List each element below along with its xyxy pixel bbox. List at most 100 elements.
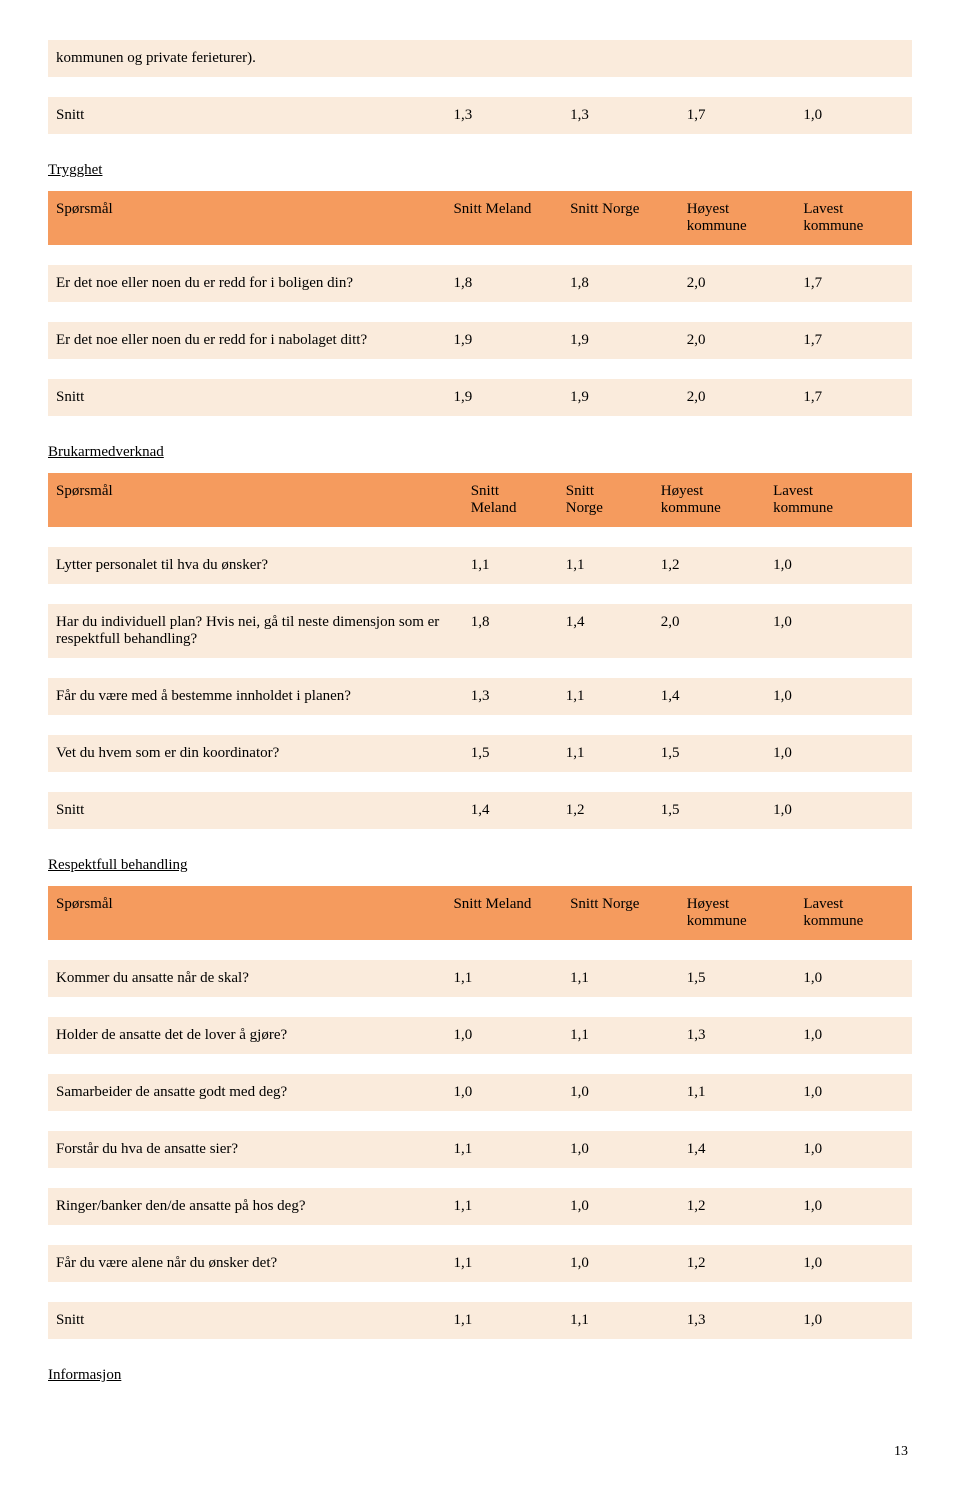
col-question: Spørsmål (48, 191, 445, 245)
cell-value: 1,0 (795, 1074, 912, 1111)
cell-value: 1,3 (562, 97, 679, 134)
section-title-informasjon: Informasjon (48, 1367, 912, 1384)
col-question: Spørsmål (48, 473, 463, 527)
col-snitt-meland: SnittMeland (463, 473, 558, 527)
table-header-row: Spørsmål Snitt Meland Snitt Norge Høyest… (48, 191, 912, 245)
cell-value: 1,4 (463, 792, 558, 829)
cell-value: 1,0 (765, 604, 912, 658)
cell-question: Får du være alene når du ønsker det? (48, 1245, 445, 1282)
table-row: Får du være alene når du ønsker det? 1,1… (48, 1245, 912, 1282)
cell-value: 1,7 (795, 322, 912, 359)
cell-value: 1,8 (463, 604, 558, 658)
col-snitt-norge: Snitt Norge (562, 886, 679, 940)
table-row: Får du være med å bestemme innholdet i p… (48, 678, 912, 715)
table-row: Forstår du hva de ansatte sier? 1,1 1,0 … (48, 1131, 912, 1168)
cell-text: kommunen og private ferieturer). (48, 40, 445, 77)
col-snitt-norge: SnittNorge (558, 473, 653, 527)
cell-value: 1,5 (653, 735, 765, 772)
cell-value: 1,9 (445, 322, 562, 359)
col-hoyest: Høyestkommune (653, 473, 765, 527)
cell-value: 1,5 (679, 960, 796, 997)
col-lavest: Lavestkommune (765, 473, 912, 527)
cell-value: 1,3 (679, 1302, 796, 1339)
cell-value: 1,1 (558, 547, 653, 584)
cell-value: 1,5 (463, 735, 558, 772)
table-row-snitt: Snitt 1,4 1,2 1,5 1,0 (48, 792, 912, 829)
table-row: Samarbeider de ansatte godt med deg? 1,0… (48, 1074, 912, 1111)
cell-value: 1,0 (445, 1017, 562, 1054)
cell-value: 1,7 (679, 97, 796, 134)
section-title-respektfull: Respektfull behandling (48, 857, 912, 874)
table-row: Er det noe eller noen du er redd for i n… (48, 322, 912, 359)
cell-value: 1,0 (795, 97, 912, 134)
cell-value: 1,0 (765, 547, 912, 584)
cell-value: 1,0 (795, 1302, 912, 1339)
cell-question: Samarbeider de ansatte godt med deg? (48, 1074, 445, 1111)
cell-value: 1,7 (795, 265, 912, 302)
table-row-snitt: Snitt 1,1 1,1 1,3 1,0 (48, 1302, 912, 1339)
cell-value: 1,1 (562, 1017, 679, 1054)
cell-value: 1,8 (445, 265, 562, 302)
cell-value: 1,0 (562, 1245, 679, 1282)
table-header-row: Spørsmål SnittMeland SnittNorge Høyestko… (48, 473, 912, 527)
cell-value: 1,0 (562, 1188, 679, 1225)
respektfull-table: Spørsmål Snitt Meland Snitt Norge Høyest… (48, 886, 912, 1339)
snitt-label: Snitt (48, 792, 463, 829)
section-title-trygghet: Trygghet (48, 162, 912, 179)
cell-value: 1,1 (558, 735, 653, 772)
cell-value: 1,0 (795, 1245, 912, 1282)
cell-value: 1,4 (679, 1131, 796, 1168)
cell-value: 1,0 (795, 1017, 912, 1054)
cell-value: 1,8 (562, 265, 679, 302)
cell-value: 1,3 (463, 678, 558, 715)
table-row: Vet du hvem som er din koordinator? 1,5 … (48, 735, 912, 772)
cell-value: 2,0 (679, 265, 796, 302)
cell-value: 1,2 (679, 1245, 796, 1282)
cell-value: 2,0 (679, 322, 796, 359)
col-snitt-meland: Snitt Meland (445, 191, 562, 245)
table-row: kommunen og private ferieturer). (48, 40, 912, 77)
cell-value: 1,0 (795, 1131, 912, 1168)
cell-value: 2,0 (679, 379, 796, 416)
cell-question: Holder de ansatte det de lover å gjøre? (48, 1017, 445, 1054)
cell-value: 1,0 (795, 1188, 912, 1225)
cell-question: Ringer/banker den/de ansatte på hos deg? (48, 1188, 445, 1225)
cell-question: Er det noe eller noen du er redd for i n… (48, 322, 445, 359)
cell-value: 1,0 (765, 678, 912, 715)
page-number: 13 (48, 1444, 912, 1460)
cell-value: 1,1 (445, 1131, 562, 1168)
cell-value: 1,9 (445, 379, 562, 416)
table-row: Lytter personalet til hva du ønsker? 1,1… (48, 547, 912, 584)
col-lavest: Lavest kommune (795, 886, 912, 940)
cell-question: Vet du hvem som er din koordinator? (48, 735, 463, 772)
cell-value: 1,2 (558, 792, 653, 829)
cell-question: Er det noe eller noen du er redd for i b… (48, 265, 445, 302)
col-snitt-norge: Snitt Norge (562, 191, 679, 245)
table-row: Holder de ansatte det de lover å gjøre? … (48, 1017, 912, 1054)
cell-value: 1,1 (463, 547, 558, 584)
cell-value: 1,0 (562, 1074, 679, 1111)
cell-value: 1,1 (679, 1074, 796, 1111)
table-row: Er det noe eller noen du er redd for i b… (48, 265, 912, 302)
cell-question: Har du individuell plan? Hvis nei, gå ti… (48, 604, 463, 658)
cell-value: 1,4 (653, 678, 765, 715)
col-snitt-meland: Snitt Meland (445, 886, 562, 940)
cell-value: 1,0 (765, 792, 912, 829)
cell-value: 1,7 (795, 379, 912, 416)
col-question: Spørsmål (48, 886, 445, 940)
cell-question: Får du være med å bestemme innholdet i p… (48, 678, 463, 715)
cell-value: 1,0 (562, 1131, 679, 1168)
top-continuation-table: kommunen og private ferieturer). Snitt 1… (48, 40, 912, 134)
cell-question: Forstår du hva de ansatte sier? (48, 1131, 445, 1168)
cell-question: Lytter personalet til hva du ønsker? (48, 547, 463, 584)
cell-value: 1,1 (445, 1245, 562, 1282)
cell-value: 1,0 (765, 735, 912, 772)
cell-value: 1,1 (562, 1302, 679, 1339)
snitt-label: Snitt (48, 97, 445, 134)
cell-value: 1,0 (445, 1074, 562, 1111)
cell-value: 1,3 (679, 1017, 796, 1054)
cell-value: 1,4 (558, 604, 653, 658)
table-row-snitt: Snitt 1,9 1,9 2,0 1,7 (48, 379, 912, 416)
cell-value: 1,5 (653, 792, 765, 829)
cell-value: 2,0 (653, 604, 765, 658)
